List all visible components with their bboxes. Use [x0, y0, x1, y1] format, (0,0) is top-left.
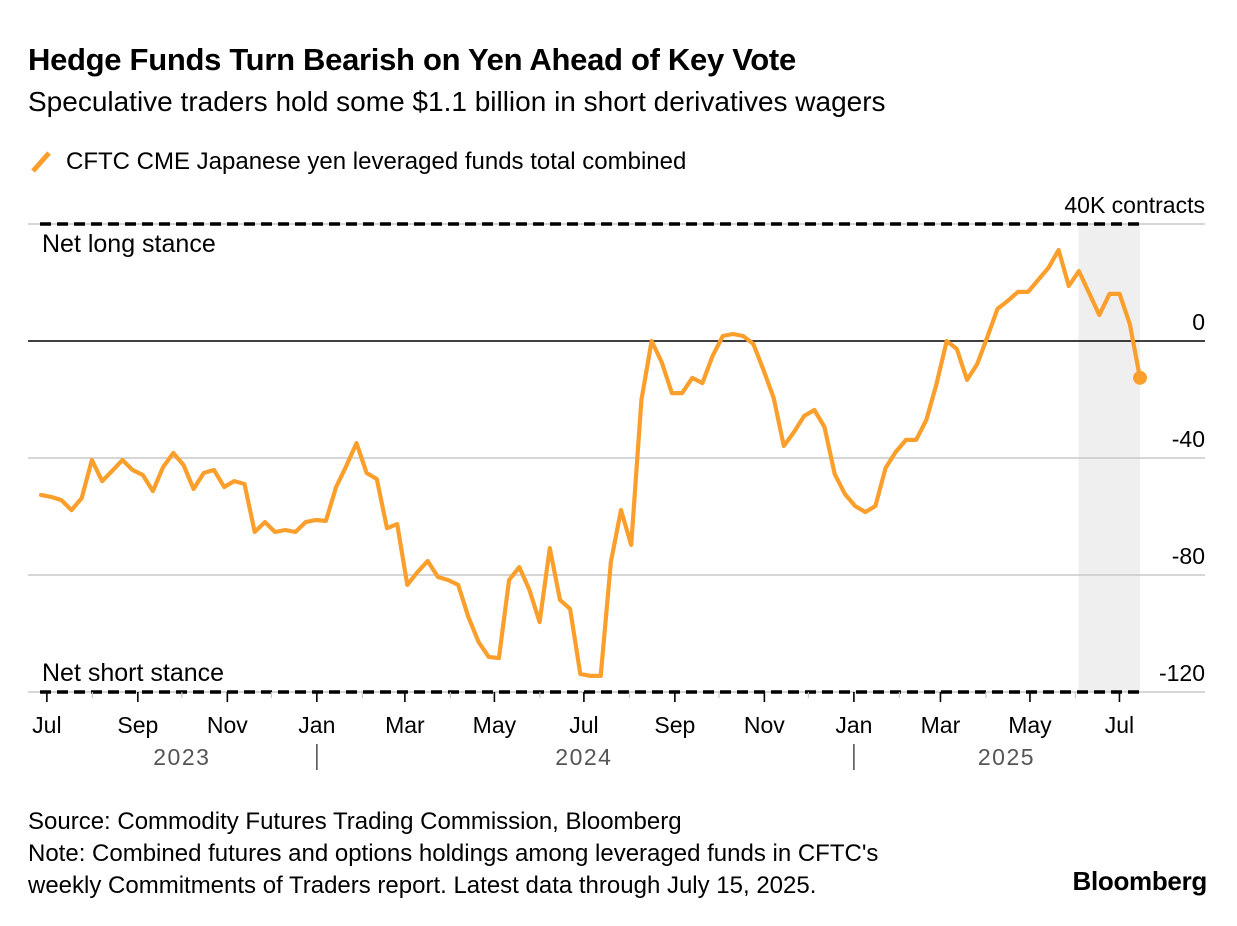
x-tick-label: May — [1008, 712, 1052, 738]
chart-subtitle: Speculative traders hold some $1.1 billi… — [28, 86, 886, 117]
legend-swatch-icon — [31, 151, 51, 173]
year-label: 2025 — [978, 744, 1035, 770]
y-tick-label: 40K contracts — [1064, 192, 1205, 218]
y-tick-label: -40 — [1172, 426, 1205, 452]
x-tick-label: Mar — [921, 712, 961, 738]
x-tick-label: Sep — [117, 712, 158, 738]
x-tick-label: Jan — [298, 712, 335, 738]
annotation-net-short: Net short stance — [42, 659, 224, 687]
note-line-2: weekly Commitments of Traders report. La… — [28, 872, 817, 899]
x-tick-label: Jul — [1105, 712, 1134, 738]
year-label: 2024 — [555, 744, 612, 770]
x-tick-label: Jul — [569, 712, 598, 738]
source-note: Source: Commodity Futures Trading Commis… — [28, 808, 682, 835]
legend-label: CFTC CME Japanese yen leveraged funds to… — [66, 148, 687, 175]
last-value-marker — [1133, 370, 1147, 385]
x-tick-label: Jan — [835, 712, 872, 738]
note-line-1: Note: Combined futures and options holdi… — [28, 840, 879, 867]
legend: CFTC CME Japanese yen leveraged funds to… — [30, 148, 686, 176]
year-label: 2023 — [153, 744, 210, 770]
x-tick-label: May — [473, 712, 517, 738]
chart-title: Hedge Funds Turn Bearish on Yen Ahead of… — [28, 42, 796, 77]
x-tick-label: Nov — [207, 712, 248, 738]
y-tick-label: 0 — [1192, 309, 1205, 335]
y-tick-label: -80 — [1172, 543, 1205, 569]
x-tick-label: Jul — [32, 712, 61, 738]
series-line-cftc-yen — [38, 247, 1143, 678]
bloomberg-logo: Bloomberg — [1072, 866, 1207, 896]
line-chart: Jul Sep Nov Jan Mar May Jul Sep Nov Jan Mar May Jul 2… — [28, 192, 1205, 770]
y-tick-label: -120 — [1159, 660, 1205, 686]
annotation-net-long: Net long stance — [42, 230, 216, 258]
x-tick-label: Mar — [385, 712, 425, 738]
x-tick-label: Sep — [654, 712, 695, 738]
footer: Source: Commodity Futures Trading Commis… — [28, 806, 878, 902]
x-tick-label: Nov — [744, 712, 785, 738]
